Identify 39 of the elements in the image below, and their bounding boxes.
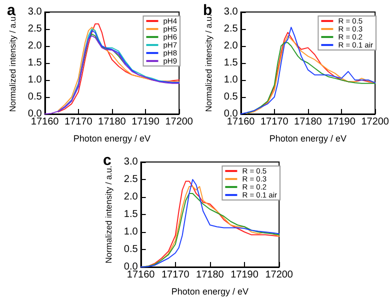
y-tick-label: 0.5 <box>28 92 42 102</box>
x-tick-label: 17160 <box>126 270 156 280</box>
y-tick-label: 1.5 <box>224 58 238 68</box>
x-tick-label: 17160 <box>30 116 60 128</box>
y-tick-label: 1.0 <box>224 74 238 86</box>
x-tick-label: 17180 <box>196 270 224 280</box>
x-tick-label: 17190 <box>328 116 356 128</box>
y-tick-label: 2.5 <box>224 24 238 34</box>
x-tick-label: 17180 <box>294 116 322 128</box>
y-tick-label: 2.5 <box>124 174 138 185</box>
y-tick-label: 2.0 <box>124 192 138 202</box>
y-axis-title: Normalized intensity / a.u. <box>104 166 114 264</box>
y-tick-label: 0.5 <box>124 244 138 255</box>
x-tick-label: 17170 <box>64 116 93 128</box>
y-tick-label: 3.0 <box>124 156 138 168</box>
x-tick-label: 17200 <box>165 116 194 128</box>
y-axis-title: Normalized intensity / a.u. <box>204 14 214 112</box>
y-tick-label: 0.5 <box>224 92 238 102</box>
x-axis-title: Photon energy / eV <box>73 134 150 144</box>
y-tick-label: 2.0 <box>28 40 42 52</box>
x-tick-label: 17180 <box>98 116 126 128</box>
y-tick-label: 1.0 <box>124 226 138 238</box>
y-tick-label: 1.5 <box>28 58 42 68</box>
y-tick-label: 3.0 <box>224 6 238 18</box>
y-tick-label: 2.0 <box>224 40 238 52</box>
y-tick-label: 3.0 <box>28 6 42 18</box>
y-tick-label: 1.0 <box>28 74 42 86</box>
x-tick-label: 17200 <box>361 116 390 128</box>
x-axis-title: Photon energy / eV <box>269 134 346 144</box>
x-tick-label: 17190 <box>132 116 160 128</box>
x-tick-label: 17160 <box>226 116 256 128</box>
x-tick-label: 17190 <box>230 270 259 280</box>
x-tick-label: 17170 <box>260 116 289 128</box>
x-tick-label: 17170 <box>161 270 190 280</box>
y-tick-label: 2.5 <box>28 24 42 34</box>
y-axis-title: Normalized intensity / a.u. <box>8 14 18 112</box>
x-axis-title: Photon energy / eV <box>171 286 248 296</box>
x-tick-label: 17200 <box>265 270 294 280</box>
y-tick-label: 1.5 <box>124 209 138 220</box>
